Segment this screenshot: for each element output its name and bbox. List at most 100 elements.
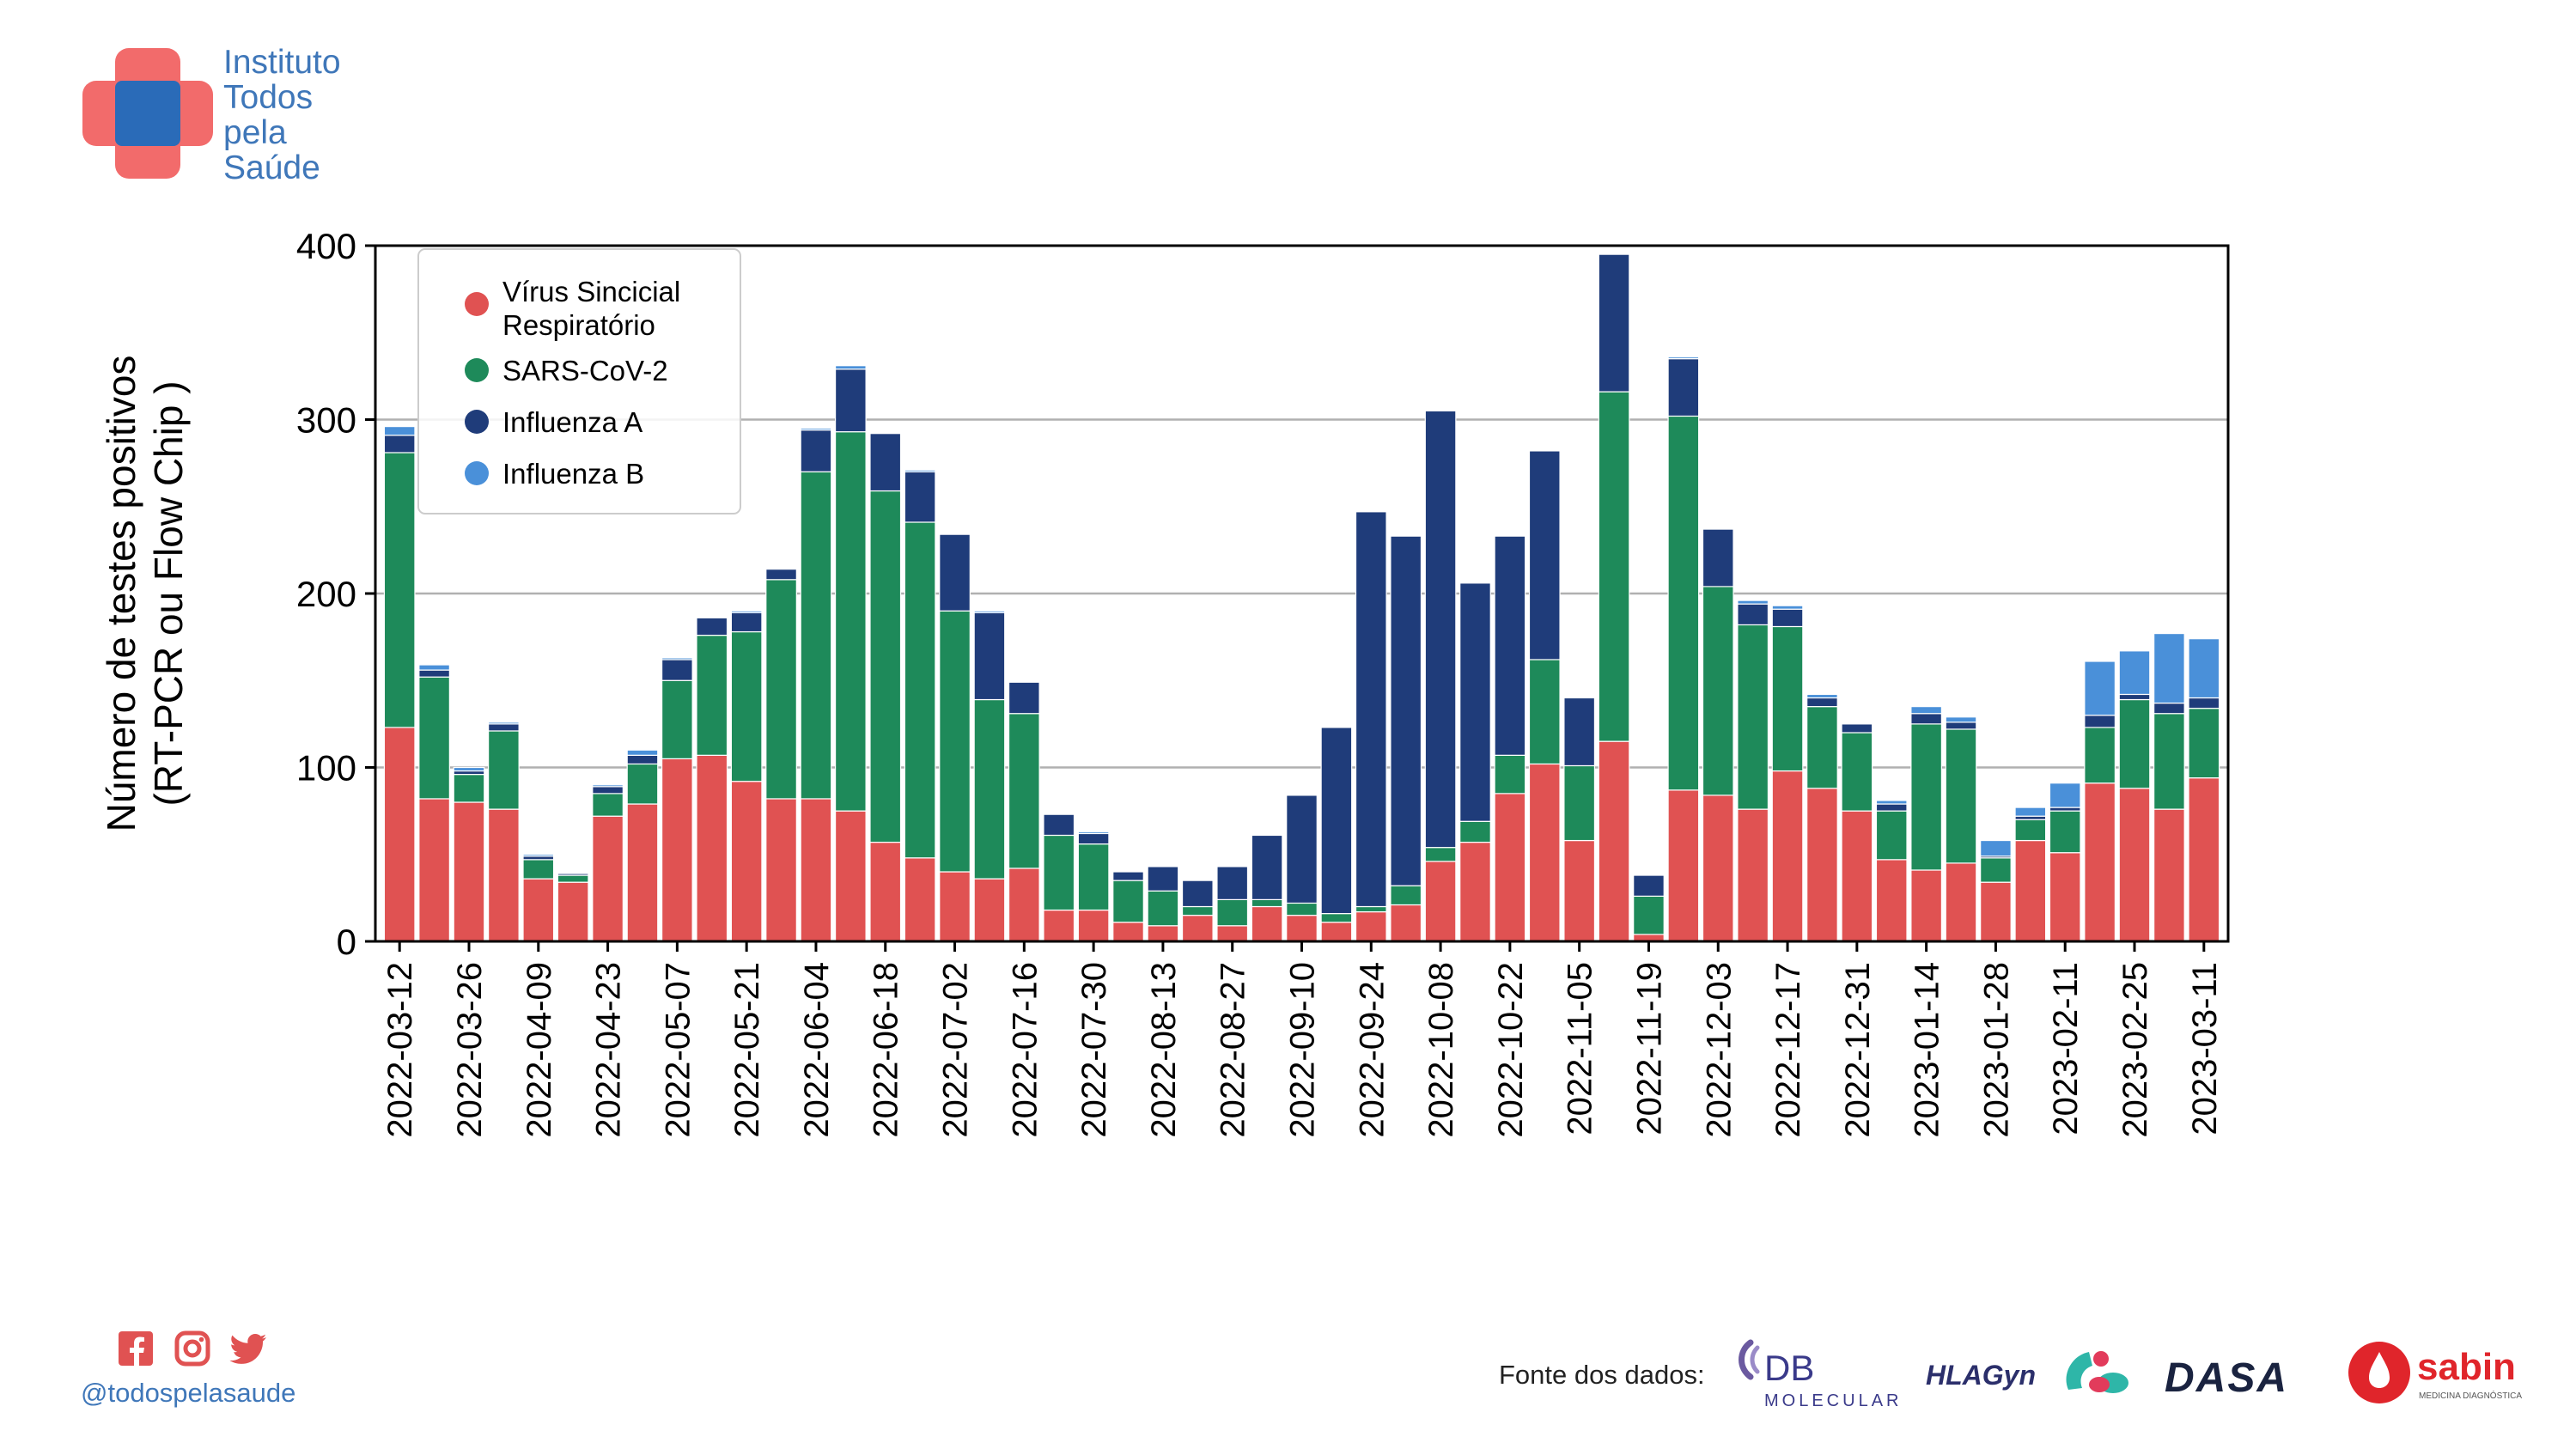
x-tick-label: 2022-06-04 — [798, 962, 836, 1138]
legend-frame — [417, 248, 741, 514]
bar-segment-series-0 — [1286, 915, 1318, 942]
bar-segment-series-0 — [418, 798, 450, 942]
bar-segment-series-2 — [1251, 834, 1283, 900]
bar-segment-series-2 — [488, 723, 520, 732]
bar-segment-series-0 — [1355, 910, 1387, 942]
bar-segment-series-2 — [592, 786, 624, 795]
legend-label: Influenza A — [502, 406, 642, 438]
bar-segment-series-1 — [557, 874, 589, 883]
bar-segment-series-1 — [1251, 898, 1283, 908]
bar-segment-series-0 — [2153, 808, 2185, 942]
bar-segment-series-3 — [973, 610, 1006, 613]
bar-segment-series-0 — [834, 810, 867, 942]
bar-segment-series-1 — [592, 793, 624, 817]
bar-segment-series-2 — [1806, 697, 1838, 708]
db-logo-sub-text: MOLECULAR — [1764, 1391, 1902, 1410]
bar-segment-series-2 — [1147, 866, 1179, 892]
bar-segment-series-1 — [1216, 898, 1249, 927]
x-tick-label: 2023-02-11 — [2047, 962, 2085, 1135]
bar-segment-series-2 — [1043, 813, 1075, 837]
bar-segment-series-2 — [453, 770, 485, 776]
bar-segment-series-3 — [834, 365, 867, 370]
bar-segment-series-3 — [1077, 831, 1110, 835]
bar-segment-series-2 — [1355, 511, 1387, 908]
legend-label: SARS-CoV-2 — [502, 355, 668, 387]
bar-segment-series-1 — [1737, 624, 1769, 810]
x-tick-label: 2023-01-14 — [1909, 962, 1946, 1138]
hlagyn-logo: HLAGyn — [1926, 1351, 2128, 1393]
twitter-icon[interactable] — [229, 1334, 266, 1364]
bar-segment-series-1 — [765, 579, 797, 800]
brand-name: Instituto Todos pela Saúde — [223, 45, 341, 186]
bar-segment-series-2 — [418, 669, 450, 678]
bar-segment-series-2 — [939, 533, 971, 612]
bar-segment-series-2 — [2084, 715, 2116, 728]
y-axis-ticks: 0 100 200 300 400 — [296, 226, 375, 962]
y-tick-label: 100 — [296, 748, 356, 788]
bar-segment-series-1 — [1112, 880, 1144, 923]
bar-segment-series-2 — [1459, 582, 1491, 822]
y-tick-label: 400 — [296, 226, 356, 266]
bar-segment-series-1 — [2118, 698, 2151, 789]
bar-segment-series-0 — [1147, 925, 1179, 942]
x-tick-label: 2022-04-23 — [590, 962, 628, 1138]
x-tick-label: 2022-12-31 — [1839, 962, 1877, 1138]
bar-segment-series-2 — [1216, 866, 1249, 900]
bar-segment-series-2 — [1563, 697, 1596, 767]
bar-segment-series-2 — [1112, 871, 1144, 881]
bar-segment-series-2 — [904, 471, 936, 523]
bar-segment-series-3 — [2188, 638, 2220, 699]
bar-segment-series-0 — [1598, 740, 1630, 942]
bar-segment-series-0 — [2014, 839, 2047, 942]
bar-segment-series-0 — [2188, 777, 2220, 942]
bar-segment-series-0 — [2049, 852, 2081, 942]
bar-segment-series-1 — [1424, 847, 1457, 862]
bar-segment-series-3 — [383, 426, 416, 436]
legend: Vírus Sincicial Respiratório SARS-CoV-2 … — [417, 248, 741, 514]
bar-segment-series-1 — [1598, 391, 1630, 742]
bar-segment-series-0 — [1216, 925, 1249, 942]
bar-segment-series-1 — [1390, 885, 1422, 906]
bar-segment-series-1 — [834, 431, 867, 812]
bar-segment-series-0 — [626, 803, 659, 942]
facebook-icon[interactable] — [119, 1331, 153, 1366]
legend-marker — [465, 410, 489, 434]
legend-marker — [465, 461, 489, 485]
bar-segment-series-0 — [1841, 810, 1873, 942]
x-tick-label: 2022-07-30 — [1075, 962, 1113, 1138]
instagram-icon[interactable] — [174, 1330, 210, 1367]
bar-segment-series-2 — [2153, 702, 2185, 715]
bar-segment-series-2 — [973, 612, 1006, 701]
bar-segment-series-3 — [2084, 661, 2116, 716]
bar-segment-series-2 — [1667, 358, 1700, 417]
y-axis-label: Número de testes positivos — [99, 356, 143, 832]
bar-segment-series-2 — [1633, 874, 1665, 897]
bar-segment-series-3 — [488, 721, 520, 725]
bar-segment-series-3 — [418, 664, 450, 671]
bar-segment-series-0 — [904, 857, 936, 942]
bar-segment-series-0 — [453, 801, 485, 942]
bar-segment-series-2 — [1286, 795, 1318, 904]
bar-segment-series-3 — [2153, 632, 2185, 704]
bar-segment-series-0 — [1043, 909, 1075, 942]
bar-segment-series-0 — [383, 727, 416, 942]
bar-segment-series-2 — [1771, 608, 1804, 628]
bar-segment-series-0 — [1320, 922, 1353, 942]
bar-segment-series-2 — [1875, 803, 1908, 812]
bar-segment-series-1 — [661, 679, 693, 759]
bar-segment-series-2 — [1702, 528, 1734, 588]
bar-segment-series-0 — [1910, 869, 1943, 942]
bar-segment-series-2 — [383, 435, 416, 454]
bar-segment-series-1 — [1910, 723, 1943, 871]
sabin-logo-text: sabin — [2417, 1346, 2516, 1388]
bar-segment-series-1 — [1667, 415, 1700, 791]
bar-segment-series-1 — [1980, 857, 2012, 883]
bar-segment-series-1 — [1633, 895, 1665, 935]
bar-segment-series-1 — [1494, 754, 1526, 795]
bar-segment-series-0 — [1806, 788, 1838, 942]
bar-segment-series-0 — [1528, 763, 1561, 942]
legend-label: Vírus Sincicial — [502, 276, 680, 307]
bar-segment-series-0 — [1181, 915, 1214, 942]
bar-segment-series-1 — [1008, 713, 1040, 869]
bar-segment-series-0 — [730, 781, 763, 942]
